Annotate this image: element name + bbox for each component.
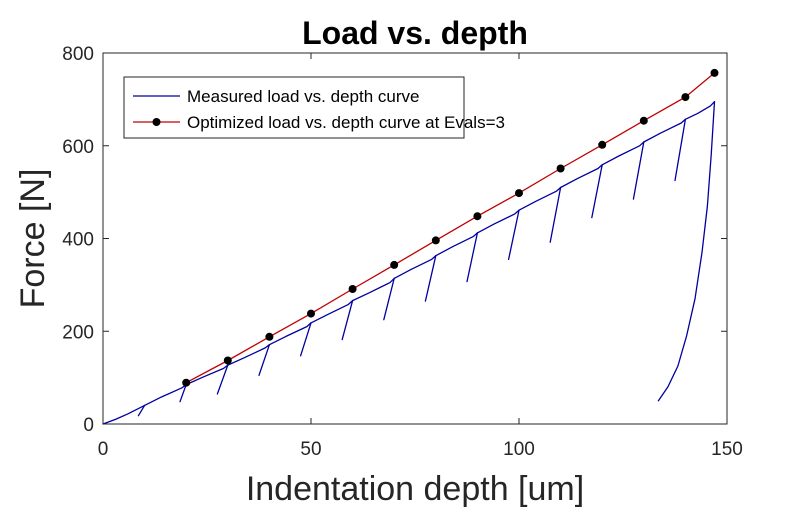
optimized-point-6: [431, 236, 440, 245]
measured-curve-segment-21: [549, 186, 562, 243]
series-layer: [102, 68, 719, 425]
measured-curve-segment-8: [268, 322, 312, 346]
measured-curve-segment-3: [179, 383, 187, 403]
x-tick-label-0: 0: [98, 439, 109, 460]
measured-curve-segment-25: [632, 141, 645, 200]
y-tick-label-0: 0: [83, 415, 94, 436]
measured-curve-segment-19: [507, 209, 520, 261]
measured-curve-segment-22: [559, 164, 603, 189]
optimized-point-9: [556, 164, 565, 173]
legend-marker-optimized: [152, 118, 161, 126]
x-tick-label-150: 150: [711, 439, 743, 460]
legend-box: [123, 76, 465, 139]
optimized-point-0: [182, 378, 191, 387]
measured-curve-segment-10: [310, 299, 354, 324]
legend-entry-optimized: Optimized load vs. depth curve at Evals=…: [187, 113, 505, 132]
measured-curve-segment-13: [383, 277, 395, 321]
measured-curve-segment-7: [258, 344, 271, 376]
measured-curve-segment-15: [424, 255, 437, 302]
measured-curve-segment-26: [643, 118, 687, 143]
measured-curve-segment-23: [591, 164, 603, 219]
optimized-point-12: [681, 93, 690, 102]
x-tick-label-50: 50: [300, 439, 321, 460]
axes-layer: 0 50 100 150 0 200 400 600 800: [62, 44, 743, 460]
measured-curve-segment-28: [684, 101, 716, 120]
optimized-point-8: [515, 189, 523, 198]
optimized-curve-line: [185, 72, 715, 384]
legend: Measured load vs. depth curve Optimized …: [123, 76, 505, 139]
measured-curve-segment-14: [393, 255, 437, 280]
y-tick-label-200: 200: [62, 322, 94, 343]
measured-curve-segment-4: [185, 364, 229, 386]
optimized-point-5: [390, 260, 399, 269]
measured-curve-segment-1: [137, 404, 146, 417]
measured-curve-segment-0: [102, 404, 146, 425]
measured-curve-segment-2: [143, 383, 187, 407]
measured-curve-segment-9: [299, 322, 312, 357]
measured-curve-segment-16: [435, 232, 479, 257]
y-tick-label-800: 800: [62, 44, 94, 65]
optimized-point-3: [307, 309, 315, 318]
measured-curve-segment-12: [351, 277, 395, 302]
measured-curve-segment-17: [466, 232, 479, 283]
legend-entry-measured: Measured load vs. depth curve: [187, 87, 419, 106]
y-tick-label-600: 600: [62, 137, 94, 158]
measured-curve-segment-5: [216, 364, 229, 395]
optimized-point-13: [710, 68, 719, 77]
optimized-point-10: [598, 140, 607, 149]
optimized-point-2: [265, 332, 274, 341]
optimized-point-1: [223, 356, 232, 365]
measured-curve-segment-11: [341, 299, 354, 341]
measured-curve-segment-29: [657, 101, 716, 402]
measured-curve-segment-27: [674, 118, 687, 182]
measured-curve-segment-18: [476, 209, 520, 234]
y-tick-label-400: 400: [62, 230, 94, 251]
optimized-point-7: [473, 212, 482, 221]
measured-curve-segment-6: [227, 344, 271, 366]
optimized-point-11: [639, 116, 648, 125]
measured-curve-segment-24: [601, 141, 645, 166]
measured-curve-segment-20: [518, 186, 562, 211]
x-axis-label: Indentation depth [um]: [246, 470, 584, 507]
chart-title: Load vs. depth: [302, 15, 528, 51]
x-tick-label-100: 100: [503, 439, 535, 460]
y-axis-label: Force [N]: [14, 169, 52, 309]
optimized-point-4: [348, 285, 357, 293]
